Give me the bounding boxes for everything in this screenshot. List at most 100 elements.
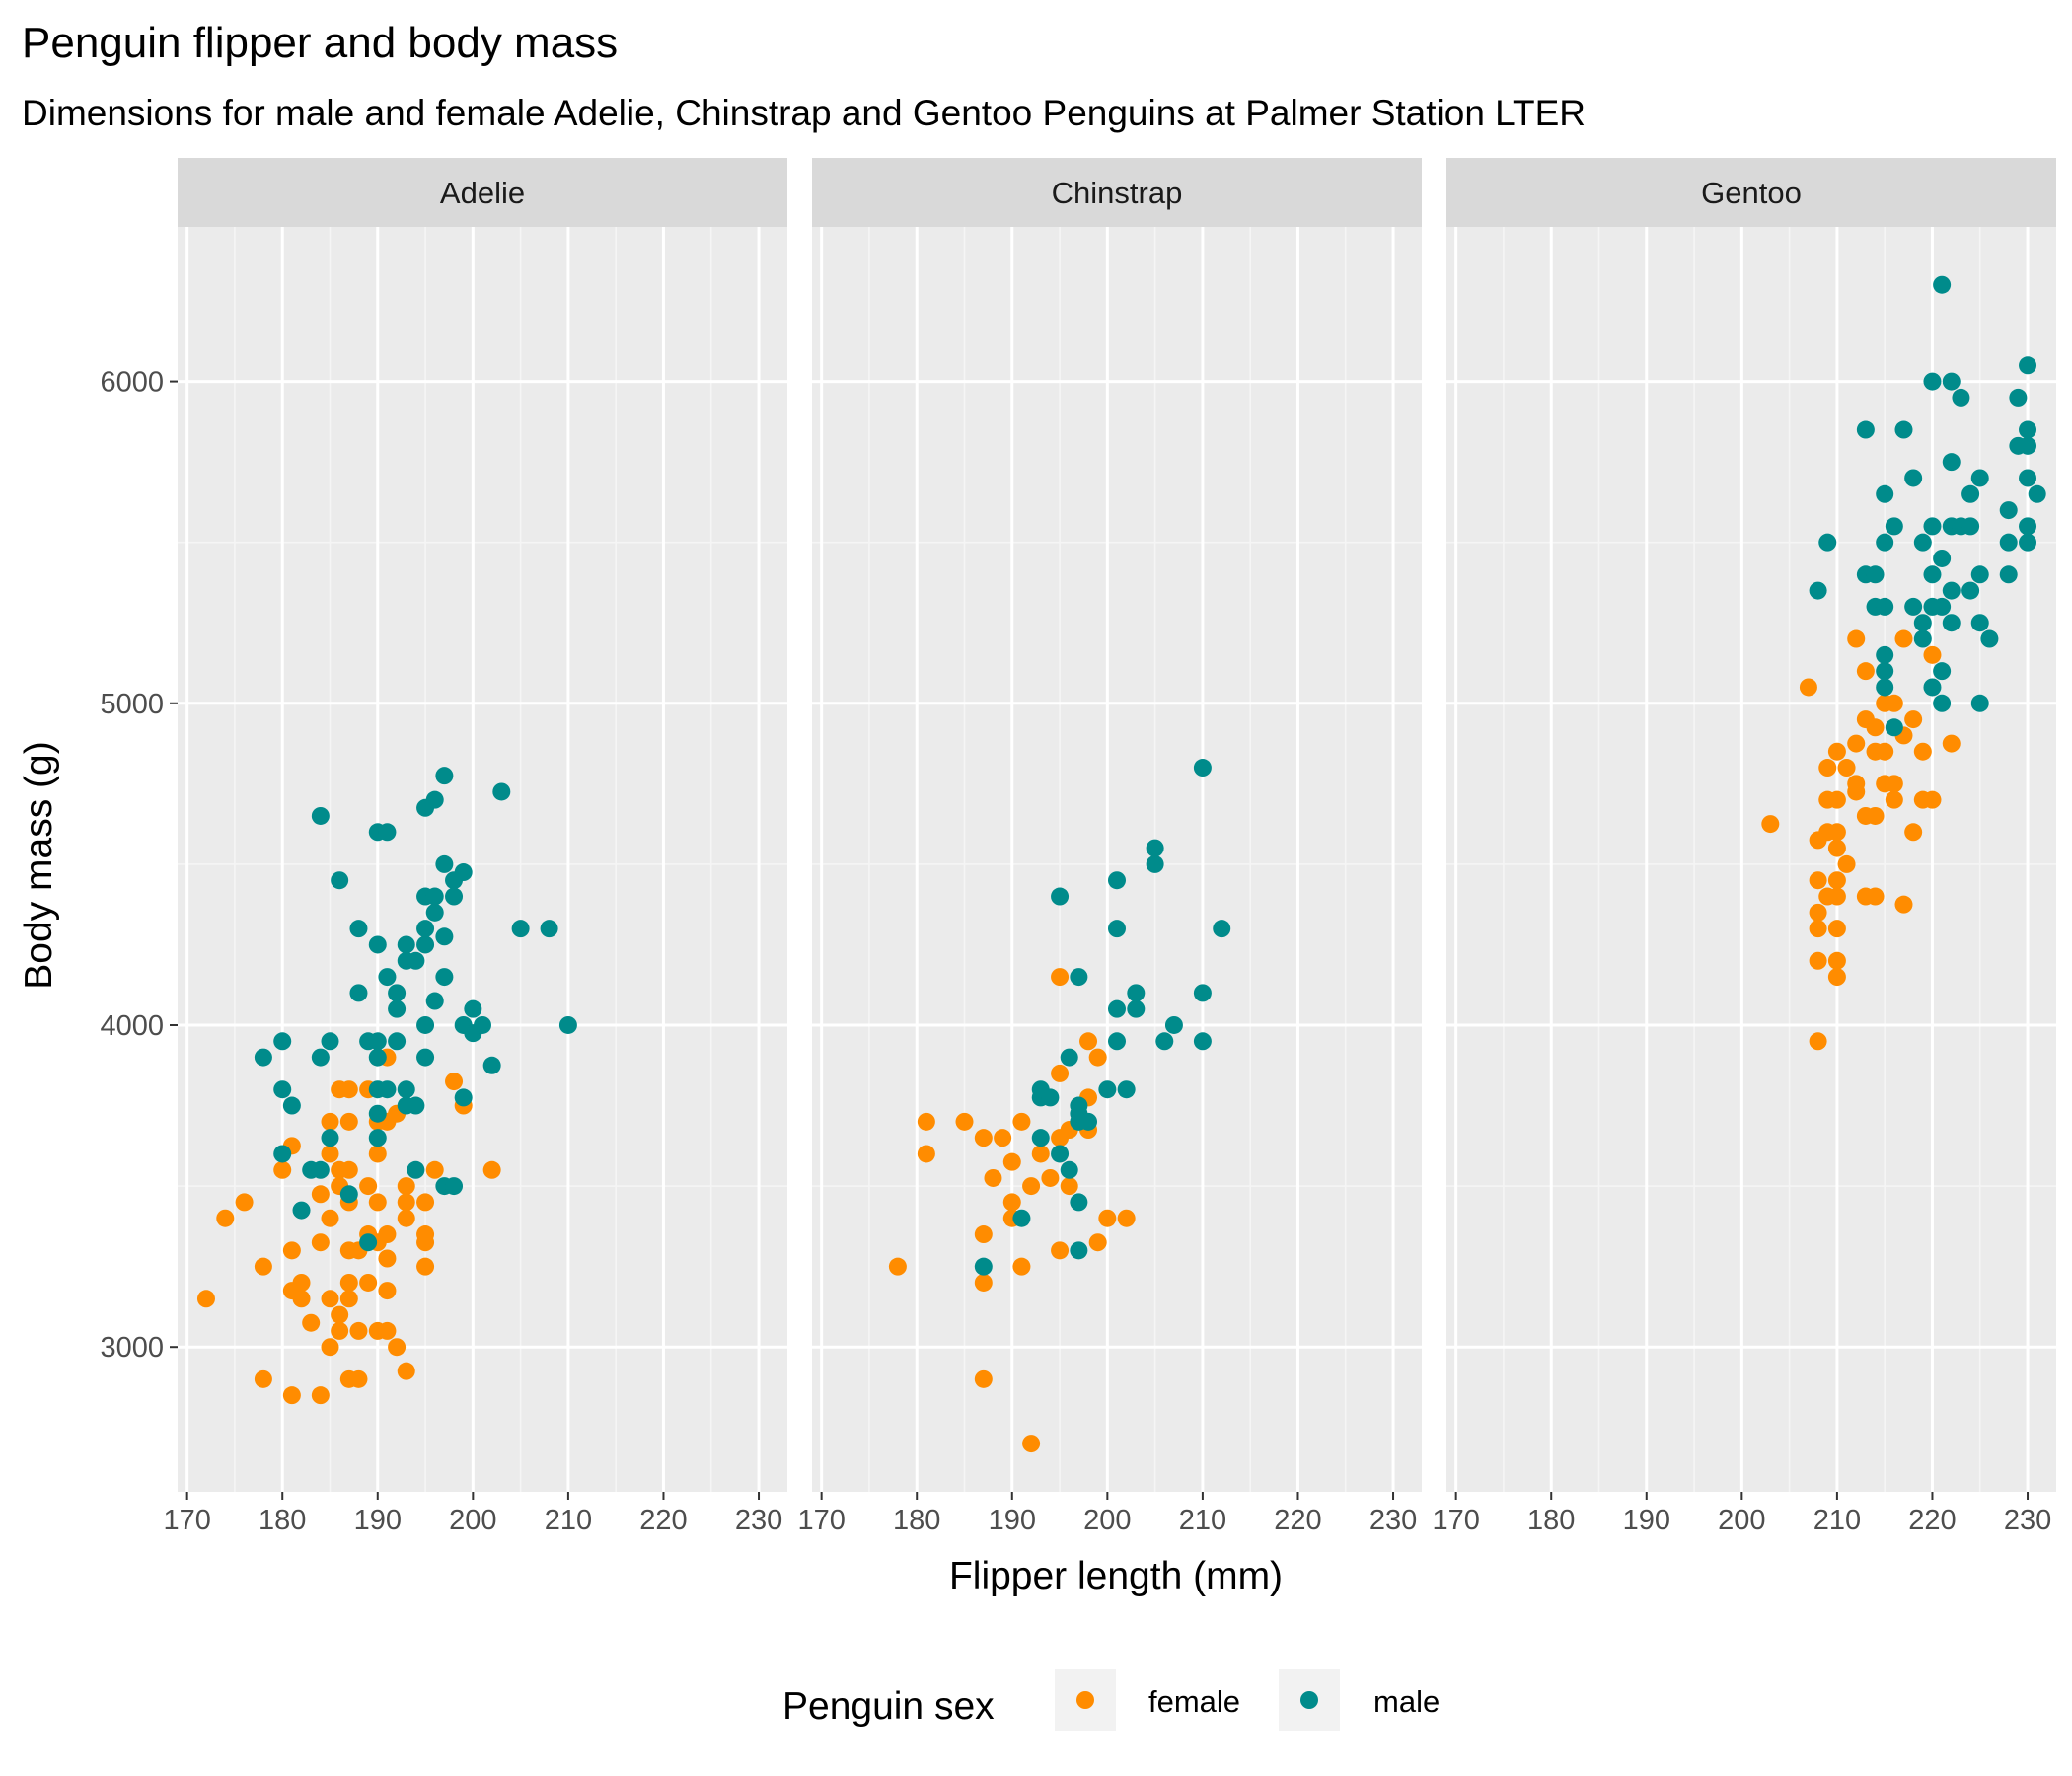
data-point-male bbox=[1213, 920, 1231, 938]
data-point-male bbox=[1876, 533, 1894, 552]
data-point-male bbox=[2019, 469, 2037, 487]
data-point-female bbox=[1847, 629, 1866, 648]
facet-panel-chinstrap: Chinstrap bbox=[812, 158, 1422, 1492]
data-point-female bbox=[1837, 854, 1856, 873]
data-point-male bbox=[349, 984, 368, 1002]
x-axis-gentoo: 170 180 190 200 210 220 230 bbox=[1432, 1492, 2051, 1536]
data-point-female bbox=[1117, 1209, 1136, 1227]
data-point-male bbox=[425, 992, 444, 1010]
data-point-male bbox=[474, 1015, 491, 1034]
data-point-female bbox=[1051, 968, 1070, 987]
data-point-female bbox=[368, 1193, 387, 1212]
data-point-male bbox=[1876, 678, 1894, 697]
data-point-male bbox=[282, 1096, 301, 1115]
data-point-female bbox=[974, 1369, 993, 1388]
chart-subtitle: Dimensions for male and female Adelie, C… bbox=[22, 93, 1586, 133]
data-point-male bbox=[397, 935, 415, 954]
data-point-female bbox=[1098, 1209, 1117, 1227]
data-point-male bbox=[1933, 597, 1952, 616]
x-axis-chinstrap: 170 180 190 200 210 220 230 bbox=[797, 1492, 1417, 1536]
data-point-male bbox=[1999, 565, 2018, 584]
data-point-female bbox=[1904, 823, 1923, 842]
data-point-male bbox=[540, 920, 558, 938]
data-point-female bbox=[282, 1241, 301, 1260]
data-point-male bbox=[1961, 517, 1980, 536]
x-tick-label: 230 bbox=[735, 1505, 782, 1536]
y-axis: 3000 4000 5000 6000 bbox=[100, 367, 178, 1364]
data-point-male bbox=[368, 935, 387, 954]
data-point-male bbox=[1193, 759, 1212, 777]
data-point-male bbox=[378, 1080, 397, 1099]
data-point-male bbox=[1942, 372, 1961, 391]
data-point-female bbox=[888, 1257, 907, 1276]
data-point-male bbox=[558, 1015, 577, 1034]
data-point-male bbox=[397, 1080, 415, 1099]
data-point-male bbox=[1070, 1096, 1088, 1115]
data-point-male bbox=[1051, 1145, 1070, 1163]
data-point-male bbox=[1070, 1193, 1088, 1212]
data-point-female bbox=[1022, 1435, 1041, 1453]
x-tick-label: 230 bbox=[1369, 1505, 1417, 1536]
data-point-female bbox=[397, 1209, 415, 1227]
data-point-male bbox=[1108, 1032, 1126, 1051]
data-point-female bbox=[917, 1145, 935, 1163]
data-point-male bbox=[1970, 614, 1989, 632]
data-point-male bbox=[1923, 372, 1942, 391]
data-point-male bbox=[1923, 517, 1942, 536]
data-point-female bbox=[1809, 871, 1827, 890]
data-point-male bbox=[1866, 565, 1885, 584]
data-point-female bbox=[321, 1338, 339, 1357]
data-point-female bbox=[254, 1369, 272, 1388]
data-point-female bbox=[273, 1160, 292, 1179]
data-point-male bbox=[1885, 718, 1903, 737]
data-point-female bbox=[235, 1193, 254, 1212]
x-tick-label: 210 bbox=[545, 1505, 592, 1536]
data-point-male bbox=[311, 1160, 330, 1179]
data-point-female bbox=[1827, 887, 1846, 906]
data-point-male bbox=[388, 1032, 407, 1051]
data-point-male bbox=[2019, 356, 2037, 375]
data-point-male bbox=[1127, 984, 1146, 1002]
data-point-male bbox=[416, 1048, 435, 1067]
data-point-male bbox=[2009, 388, 2028, 407]
data-point-male bbox=[368, 1048, 387, 1067]
y-axis-title: Body mass (g) bbox=[18, 741, 60, 989]
data-point-male bbox=[378, 968, 397, 987]
y-tick-label: 6000 bbox=[100, 367, 164, 399]
data-point-male bbox=[388, 999, 407, 1018]
data-point-female bbox=[1012, 1257, 1031, 1276]
data-point-male bbox=[435, 767, 454, 785]
data-point-female bbox=[1809, 920, 1827, 938]
data-point-male bbox=[1856, 420, 1875, 439]
data-point-female bbox=[1847, 734, 1866, 753]
data-point-male bbox=[1108, 871, 1126, 890]
legend-key-point bbox=[1076, 1691, 1094, 1709]
data-point-male bbox=[1961, 484, 1980, 503]
data-point-male bbox=[1146, 839, 1164, 857]
x-tick-label: 220 bbox=[1908, 1505, 1956, 1536]
data-point-male bbox=[311, 1048, 330, 1067]
x-tick-label: 200 bbox=[1083, 1505, 1131, 1536]
data-point-female bbox=[1827, 968, 1846, 987]
x-axis-adelie: 170 180 190 200 210 220 230 bbox=[163, 1492, 782, 1536]
data-point-male bbox=[1942, 453, 1961, 472]
facet-strip bbox=[178, 158, 787, 227]
data-point-male bbox=[388, 984, 407, 1002]
data-point-female bbox=[984, 1168, 1002, 1187]
data-point-female bbox=[368, 1145, 387, 1163]
data-point-male bbox=[1933, 549, 1952, 567]
data-point-male bbox=[1904, 469, 1923, 487]
data-point-female bbox=[311, 1386, 330, 1405]
data-point-male bbox=[1070, 968, 1088, 987]
data-point-male bbox=[1041, 1088, 1060, 1107]
data-point-male bbox=[445, 887, 464, 906]
data-point-male bbox=[407, 1096, 425, 1115]
facet-strip-label: Gentoo bbox=[1701, 176, 1802, 210]
data-point-male bbox=[292, 1201, 311, 1220]
data-point-female bbox=[216, 1209, 235, 1227]
data-point-male bbox=[1933, 694, 1952, 712]
data-point-female bbox=[974, 1225, 993, 1244]
data-point-male bbox=[1155, 1032, 1174, 1051]
data-point-male bbox=[1885, 517, 1903, 536]
data-point-female bbox=[416, 1257, 435, 1276]
